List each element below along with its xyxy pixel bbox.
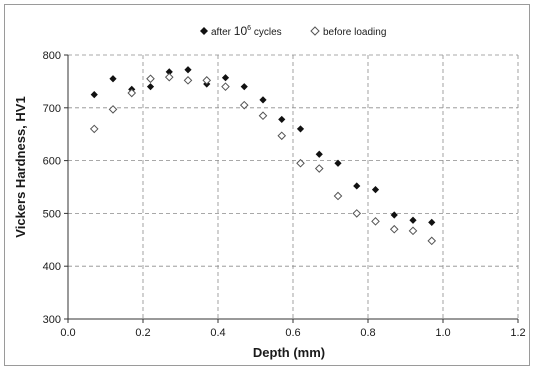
point-after-loading (353, 182, 361, 190)
point-after-loading (90, 91, 98, 99)
y-axis-title: Vickers Hardness, HV1 (13, 96, 28, 237)
x-tick-label: 0.4 (210, 327, 225, 339)
x-tick-label: 0.6 (285, 327, 300, 339)
point-after-loading (296, 125, 305, 133)
y-tick-label: 600 (43, 156, 61, 168)
point-after-loading (278, 115, 286, 124)
point-before-loading (89, 124, 99, 134)
point-after-loading (184, 66, 192, 74)
chart-frame: 0.0 0.2 0.4 0.6 0.8 1.0 1.2 300 400 500 600 700 800 … (4, 4, 530, 366)
legend-marker-after (200, 27, 208, 35)
legend-marker-before (310, 26, 320, 36)
legend-label-before: before loading (323, 27, 386, 38)
tick-labels: 0.0 0.2 0.4 0.6 0.8 1.0 1.2 300 400 500 600 700 800 (43, 50, 526, 339)
y-tick-label: 500 (43, 208, 61, 220)
point-before-loading (108, 105, 118, 114)
point-before-loading (127, 88, 137, 98)
point-after-loading (334, 159, 342, 167)
point-before-loading (371, 217, 380, 226)
y-tick-label: 700 (43, 103, 61, 115)
point-before-loading (427, 236, 437, 246)
point-after-loading (165, 68, 173, 76)
point-before-loading (258, 111, 268, 121)
point-after-loading (146, 83, 155, 91)
axes (64, 54, 519, 323)
point-after-loading (428, 218, 436, 226)
point-before-loading (352, 209, 362, 218)
x-tick-label: 1.0 (435, 327, 450, 339)
point-before-loading (146, 74, 155, 84)
point-before-loading (277, 131, 287, 141)
point-before-loading (333, 191, 343, 201)
point-before-loading (314, 164, 324, 173)
data-points (89, 66, 437, 246)
point-after-loading (315, 150, 323, 158)
legend: after 106 cycles before loading (200, 24, 386, 38)
y-tick-label: 400 (43, 261, 61, 273)
point-before-loading (389, 224, 399, 234)
point-after-loading (221, 74, 230, 82)
legend-label-after: after 106 cycles (211, 24, 282, 38)
grid (68, 54, 519, 319)
x-tick-label: 0.0 (60, 327, 75, 339)
x-tick-label: 0.8 (360, 327, 375, 339)
point-after-loading (109, 75, 117, 83)
point-before-loading (202, 76, 212, 85)
point-before-loading (239, 100, 249, 110)
x-tick-label: 0.2 (135, 327, 150, 339)
x-tick-label: 1.2 (510, 327, 525, 339)
point-before-loading (164, 72, 174, 82)
point-before-loading (296, 158, 305, 168)
y-tick-label: 800 (43, 50, 61, 62)
point-after-loading (371, 186, 380, 194)
point-after-loading (240, 83, 248, 91)
point-after-loading (259, 96, 267, 104)
point-before-loading (408, 226, 418, 236)
point-after-loading (390, 211, 398, 219)
point-before-loading (183, 76, 193, 85)
x-axis-title: Depth (mm) (253, 345, 325, 360)
point-after-loading (409, 216, 417, 224)
chart-svg: 0.0 0.2 0.4 0.6 0.8 1.0 1.2300400500600700800 … (13, 24, 526, 360)
point-before-loading (221, 82, 230, 91)
y-tick-label: 300 (43, 314, 61, 326)
